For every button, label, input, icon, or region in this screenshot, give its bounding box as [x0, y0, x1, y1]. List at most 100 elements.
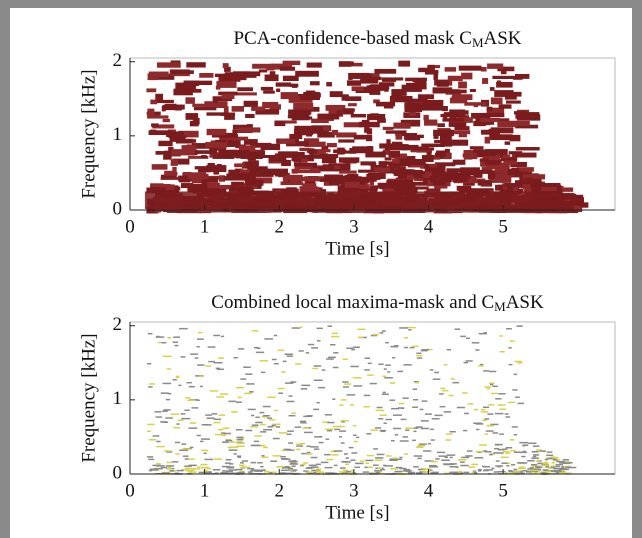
- mask-cell: [505, 452, 511, 454]
- mask-cell: [240, 378, 247, 380]
- mask-cell: [372, 177, 377, 182]
- mask-cell: [502, 154, 511, 159]
- mask-cell: [339, 61, 354, 66]
- mask-cell: [405, 427, 414, 429]
- mask-cell: [167, 392, 172, 395]
- mask-cell: [291, 168, 300, 174]
- mask-cell: [495, 460, 500, 462]
- mask-cell: [480, 67, 487, 72]
- mask-cell: [495, 398, 502, 400]
- mask-cell: [536, 449, 542, 451]
- mask-cell: [291, 412, 296, 414]
- mask-cell: [464, 102, 487, 106]
- mask-cell: [463, 429, 468, 432]
- mask-cell: [505, 416, 511, 418]
- mask-cell: [394, 458, 402, 461]
- mask-cell: [489, 175, 512, 181]
- mask-cell: [188, 471, 197, 473]
- mask-cell: [531, 457, 540, 459]
- mask-cell: [484, 451, 492, 453]
- mask-cell: [170, 60, 181, 64]
- mask-cell: [360, 76, 379, 84]
- x-tick-label: 5: [498, 216, 508, 237]
- mask-cell: [250, 414, 255, 417]
- mask-cell: [516, 114, 541, 121]
- mask-cell: [336, 110, 343, 116]
- mask-cell: [303, 470, 309, 472]
- mask-cell: [532, 445, 540, 447]
- mask-cell: [310, 456, 318, 459]
- mask-cell: [493, 471, 500, 473]
- mask-cell: [479, 444, 487, 446]
- mask-cell: [203, 472, 212, 474]
- mask-cell: [327, 421, 335, 424]
- mask-cell: [160, 421, 167, 423]
- mask-cell: [177, 419, 184, 421]
- mask-cell: [327, 356, 336, 359]
- x-tick-label: 4: [424, 216, 434, 237]
- mask-cell: [406, 174, 414, 180]
- mask-cell: [175, 453, 180, 455]
- mask-cell: [311, 466, 319, 468]
- mask-cell: [413, 455, 423, 457]
- mask-cell: [225, 458, 232, 461]
- mask-cell: [401, 144, 419, 151]
- mask-cell: [517, 362, 523, 364]
- mask-cell: [469, 88, 476, 92]
- mask-cell: [201, 423, 209, 426]
- mask-cell: [465, 337, 470, 340]
- mask-cell: [256, 347, 261, 350]
- mask-cell: [162, 118, 170, 123]
- mask-cell: [167, 129, 176, 134]
- mask-cell: [211, 185, 230, 190]
- mask-cell: [192, 103, 215, 107]
- mask-cell: [471, 342, 480, 344]
- mask-cell: [185, 97, 195, 104]
- mask-cell: [481, 167, 493, 171]
- mask-cell: [353, 385, 363, 387]
- mask-cell: [446, 348, 451, 351]
- mask-cell: [339, 404, 344, 406]
- mask-cell: [493, 452, 498, 454]
- mask-cell: [483, 370, 490, 372]
- mask-cell: [517, 462, 525, 464]
- mask-cell: [567, 466, 577, 469]
- mask-cell: [468, 466, 476, 468]
- mask-cell: [486, 106, 493, 112]
- mask-cell: [465, 360, 473, 362]
- mask-cell: [273, 409, 278, 412]
- mask-cell: [477, 469, 482, 471]
- mask-cell: [249, 71, 261, 77]
- mask-cell: [205, 414, 212, 416]
- mask-cell: [171, 461, 179, 463]
- mask-cell: [492, 75, 514, 80]
- mask-cell: [213, 334, 221, 337]
- mask-cell: [276, 88, 281, 93]
- mask-cell: [163, 154, 172, 160]
- mask-cell: [192, 468, 201, 470]
- mask-cell: [377, 118, 386, 123]
- mask-cell: [431, 471, 439, 474]
- mask-cell: [458, 81, 467, 89]
- mask-cell: [148, 458, 155, 461]
- mask-cell: [238, 437, 245, 440]
- mask-cell: [495, 184, 504, 191]
- mask-cell: [147, 430, 151, 433]
- mask-cell: [504, 94, 517, 100]
- mask-cell: [431, 155, 441, 160]
- mask-cell: [363, 394, 371, 397]
- mask-cell: [308, 149, 317, 154]
- mask-cell: [279, 455, 286, 458]
- mask-cell: [218, 175, 226, 182]
- mask-cell: [350, 404, 354, 406]
- mask-cell: [348, 446, 354, 449]
- mask-cell: [223, 432, 231, 435]
- mask-cell: [498, 134, 520, 139]
- y-tick-label: 0: [113, 198, 123, 219]
- mask-cell: [426, 188, 441, 193]
- mask-cell: [166, 461, 172, 464]
- mask-cell: [225, 427, 230, 429]
- mask-cell: [544, 458, 549, 461]
- mask-cell: [497, 448, 505, 451]
- mask-cell: [362, 471, 369, 473]
